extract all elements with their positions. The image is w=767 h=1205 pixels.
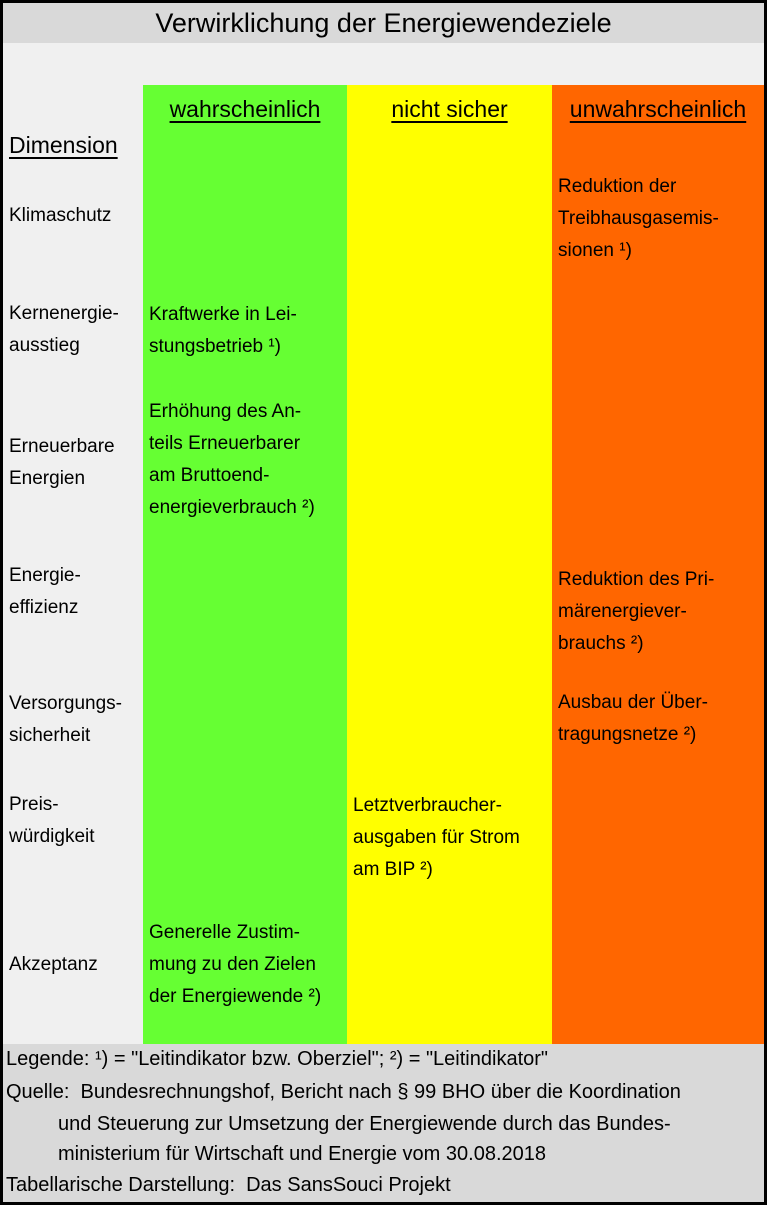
column-wahrscheinlich: wahrscheinlich xyxy=(143,85,347,1044)
row-label-klimaschutz: Klimaschutz xyxy=(9,205,112,226)
page-title: Verwirklichung der Energiewendeziele xyxy=(155,8,612,38)
column-unwahrscheinlich: unwahrscheinlich xyxy=(552,85,764,1044)
footer: Legende: ¹) = "Leitindikator bzw. Oberzi… xyxy=(3,1044,764,1202)
cell-versorgungssicherheit-unwahrscheinlich: Ausbau der Über- tragungsnetze ²) xyxy=(558,692,708,745)
cell-klimaschutz-unwahrscheinlich: Reduktion der Treibhausgasemis- sionen ¹… xyxy=(558,176,719,261)
source-line-1: Quelle: Bundesrechnungshof, Bericht nach… xyxy=(6,1081,681,1103)
row-label-versorgungssicherheit: Versorgungs- sicherheit xyxy=(9,693,123,746)
credit-line: Tabellarische Darstellung: Das SansSouci… xyxy=(6,1174,451,1196)
legend-line: Legende: ¹) = "Leitindikator bzw. Oberzi… xyxy=(6,1048,549,1070)
cell-akzeptanz-wahrscheinlich: Generelle Zustim- mung zu den Zielen der… xyxy=(149,922,322,1007)
cell-erneuerbare-energien-wahrscheinlich: Erhöhung des An- teils Erneuerbarer am B… xyxy=(149,401,315,518)
column-header-nicht-sicher: nicht sicher xyxy=(391,96,508,122)
row-label-akzeptanz: Akzeptanz xyxy=(9,954,98,975)
row-label-kernenergieausstieg: Kernenergie- ausstieg xyxy=(9,303,119,356)
source-line-2: und Steuerung zur Umsetzung der Energiew… xyxy=(58,1113,671,1135)
column-header-wahrscheinlich: wahrscheinlich xyxy=(169,96,321,122)
row-label-preiswuerdigkeit: Preis- würdigkeit xyxy=(9,794,95,847)
cell-energieeffizienz-unwahrscheinlich: Reduktion des Pri- märenergiever- brauch… xyxy=(558,569,715,654)
title-bar: Verwirklichung der Energiewendeziele xyxy=(3,3,764,43)
column-nicht-sicher: nicht sicher xyxy=(347,85,552,1044)
row-label-energieeffizienz: Energie- effizienz xyxy=(9,565,81,618)
row-label-erneuerbare-energien: Erneuerbare Energien xyxy=(9,436,115,489)
cell-kernenergieausstieg-wahrscheinlich: Kraftwerke in Lei- stungsbetrieb ¹) xyxy=(149,304,297,357)
column-header-unwahrscheinlich: unwahrscheinlich xyxy=(569,96,747,122)
source-line-3: ministerium für Wirtschaft und Energie v… xyxy=(58,1143,546,1165)
cell-preiswuerdigkeit-nicht-sicher: Letztverbraucher- ausgaben für Strom am … xyxy=(353,795,520,880)
dimension-header: Dimension xyxy=(9,132,118,158)
